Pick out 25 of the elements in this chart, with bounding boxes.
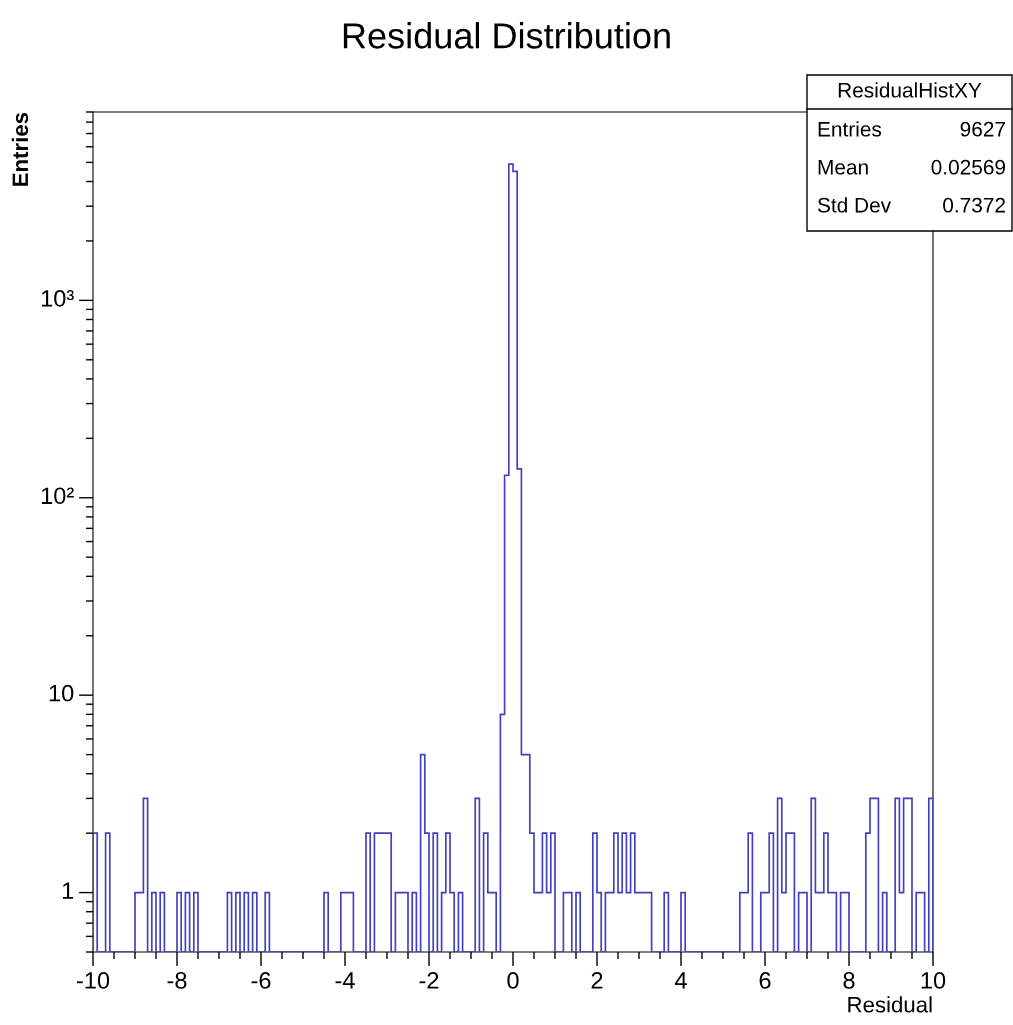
chart-title: Residual Distribution	[343, 22, 670, 49]
annotation: Std Dev	[817, 197, 892, 213]
y-tick-label: 1	[62, 882, 74, 899]
x-tick-label: -6	[251, 972, 271, 989]
x-axis-title: Residual	[848, 996, 932, 1013]
annotation: 0.02569	[931, 159, 1006, 175]
x-tick-label: 6	[759, 972, 771, 989]
text: ResidualHistXY	[838, 82, 982, 98]
x-tick-label: 8	[843, 972, 855, 989]
annotation: Entries	[818, 121, 882, 137]
annotation: Mean	[818, 160, 868, 175]
x-tick-label: -4	[335, 972, 355, 989]
y-tick-label: 10²	[41, 487, 74, 505]
x-tick-label: -2	[419, 972, 439, 989]
x-tick-label: 10	[921, 972, 946, 989]
x-tick-label: -8	[167, 972, 187, 989]
text: 0.7372	[943, 197, 1005, 213]
y-tick-label: 10³	[41, 289, 74, 307]
y-tick-label: 10	[49, 684, 74, 702]
x-tick-label: 2	[591, 972, 603, 989]
x-tick-label: -10	[76, 972, 110, 989]
y-axis-title: Entries	[11, 112, 29, 186]
text: 9627	[960, 121, 1005, 137]
x-tick-label: 4	[674, 972, 687, 989]
x-tick-label: 0	[507, 972, 519, 989]
